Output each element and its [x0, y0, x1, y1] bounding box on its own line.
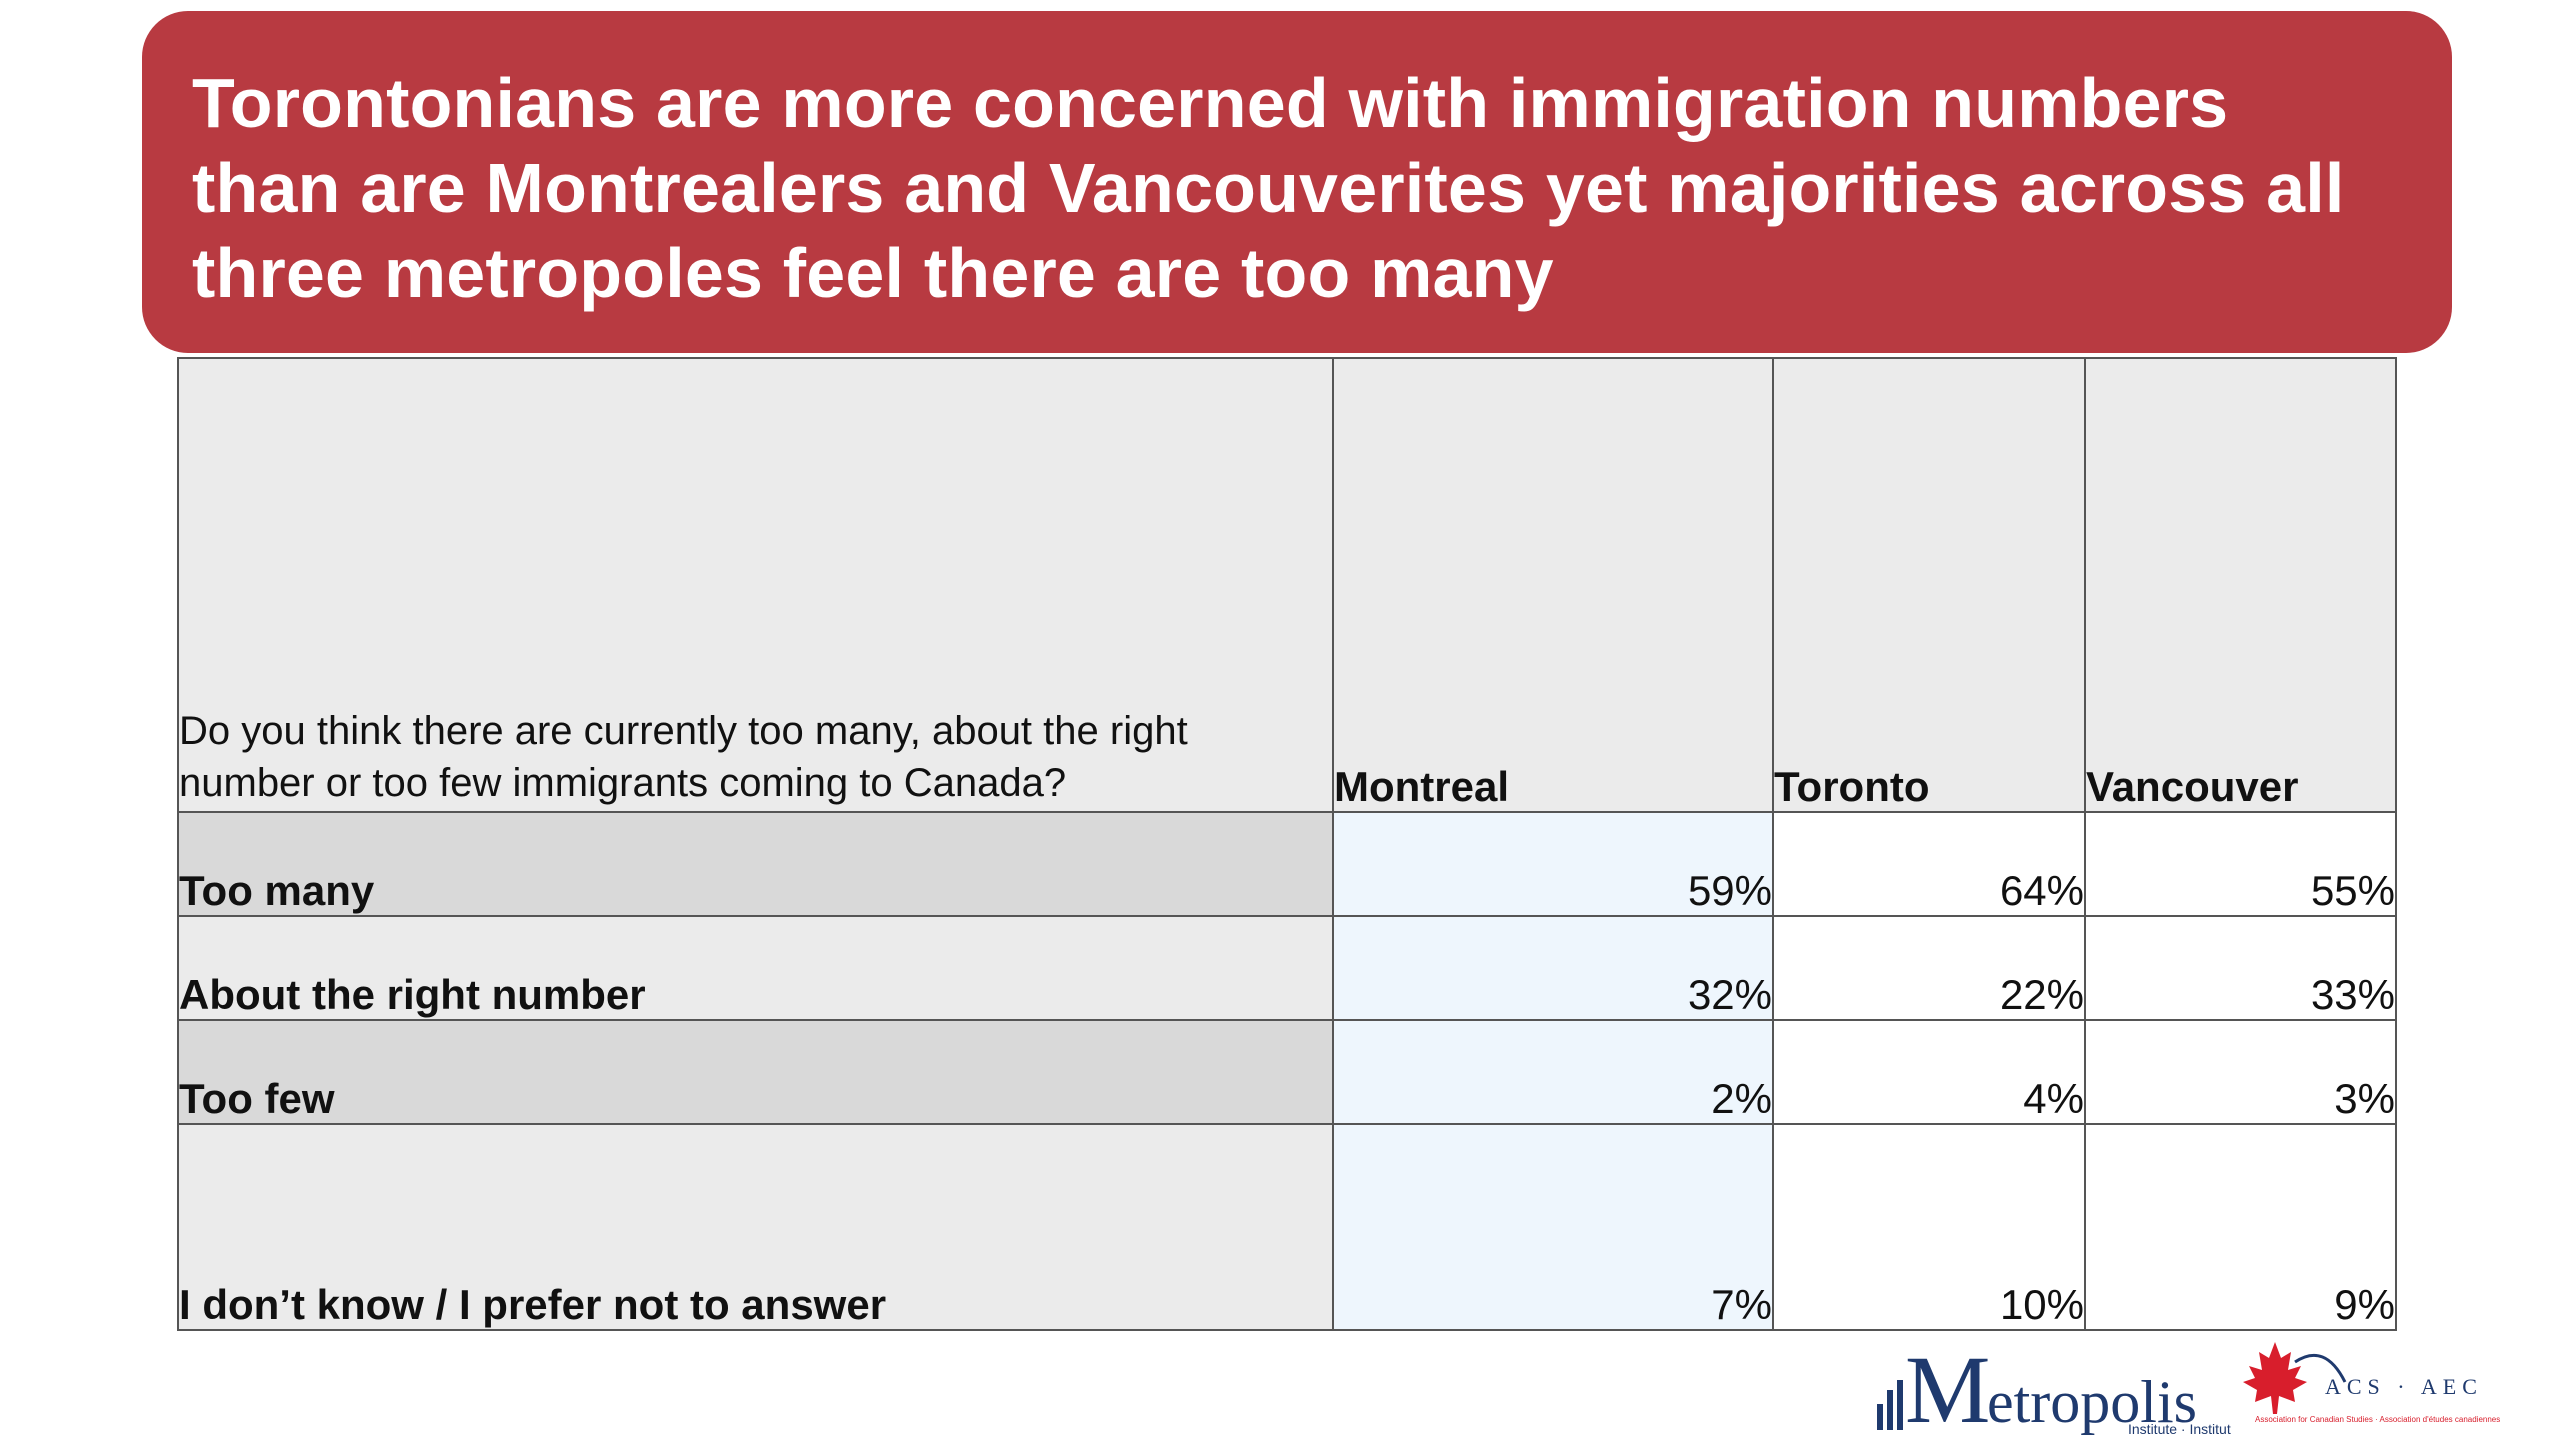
cell-montreal: 32% [1332, 915, 1774, 1021]
acs-logo-subtext: Association for Canadian Studies · Assoc… [2255, 1415, 2500, 1424]
cell-toronto: 64% [1772, 811, 2086, 917]
row-label-dont-know: I don’t know / I prefer not to answer [177, 1123, 1334, 1331]
table-header-row: Do you think there are currently too man… [177, 357, 2397, 813]
metropolis-logo-subtext: Institute · Institut [2128, 1421, 2231, 1437]
metropolis-logo-text: etropolis [1987, 1369, 2197, 1435]
maple-leaf-icon [2243, 1342, 2307, 1414]
cell-montreal: 59% [1332, 811, 1774, 917]
column-header-toronto: Toronto [1772, 357, 2086, 813]
table-row: I don’t know / I prefer not to answer 7%… [177, 1123, 2397, 1331]
logos-graphic: M etropolis Institute · Institut ACS · A… [1877, 1336, 2500, 1442]
table-row: Too many 59% 64% 55% [177, 811, 2397, 917]
metropolis-logo-M: M [1905, 1336, 1990, 1437]
question-text: Do you think there are currently too man… [177, 357, 1334, 813]
slide-title: Torontonians are more concerned with imm… [192, 64, 2345, 312]
cell-vancouver: 9% [2084, 1123, 2397, 1331]
table-row: Too few 2% 4% 3% [177, 1019, 2397, 1125]
row-label-too-few: Too few [177, 1019, 1334, 1125]
acs-logo-text: ACS · AEC [2325, 1374, 2483, 1399]
sponsor-logos: M etropolis Institute · Institut ACS · A… [1875, 1322, 2555, 1442]
cell-montreal: 2% [1332, 1019, 1774, 1125]
acs-logo: ACS · AEC Association for Canadian Studi… [2243, 1342, 2500, 1424]
metropolis-logo: M etropolis Institute · Institut [1877, 1336, 2231, 1442]
table-row: About the right number 32% 22% 33% [177, 915, 2397, 1021]
cell-montreal: 7% [1332, 1123, 1774, 1331]
cell-vancouver: 55% [2084, 811, 2397, 917]
cell-toronto: 10% [1772, 1123, 2086, 1331]
title-banner: Torontonians are more concerned with imm… [142, 11, 2452, 353]
column-header-vancouver: Vancouver [2084, 357, 2397, 813]
column-header-montreal: Montreal [1332, 357, 1774, 813]
results-table-container: Do you think there are currently too man… [177, 357, 2397, 1331]
cell-toronto: 4% [1772, 1019, 2086, 1125]
row-label-too-many: Too many [177, 811, 1334, 917]
cell-vancouver: 33% [2084, 915, 2397, 1021]
cell-toronto: 22% [1772, 915, 2086, 1021]
cell-vancouver: 3% [2084, 1019, 2397, 1125]
results-table: Do you think there are currently too man… [177, 357, 2397, 1331]
row-label-about-right: About the right number [177, 915, 1334, 1021]
